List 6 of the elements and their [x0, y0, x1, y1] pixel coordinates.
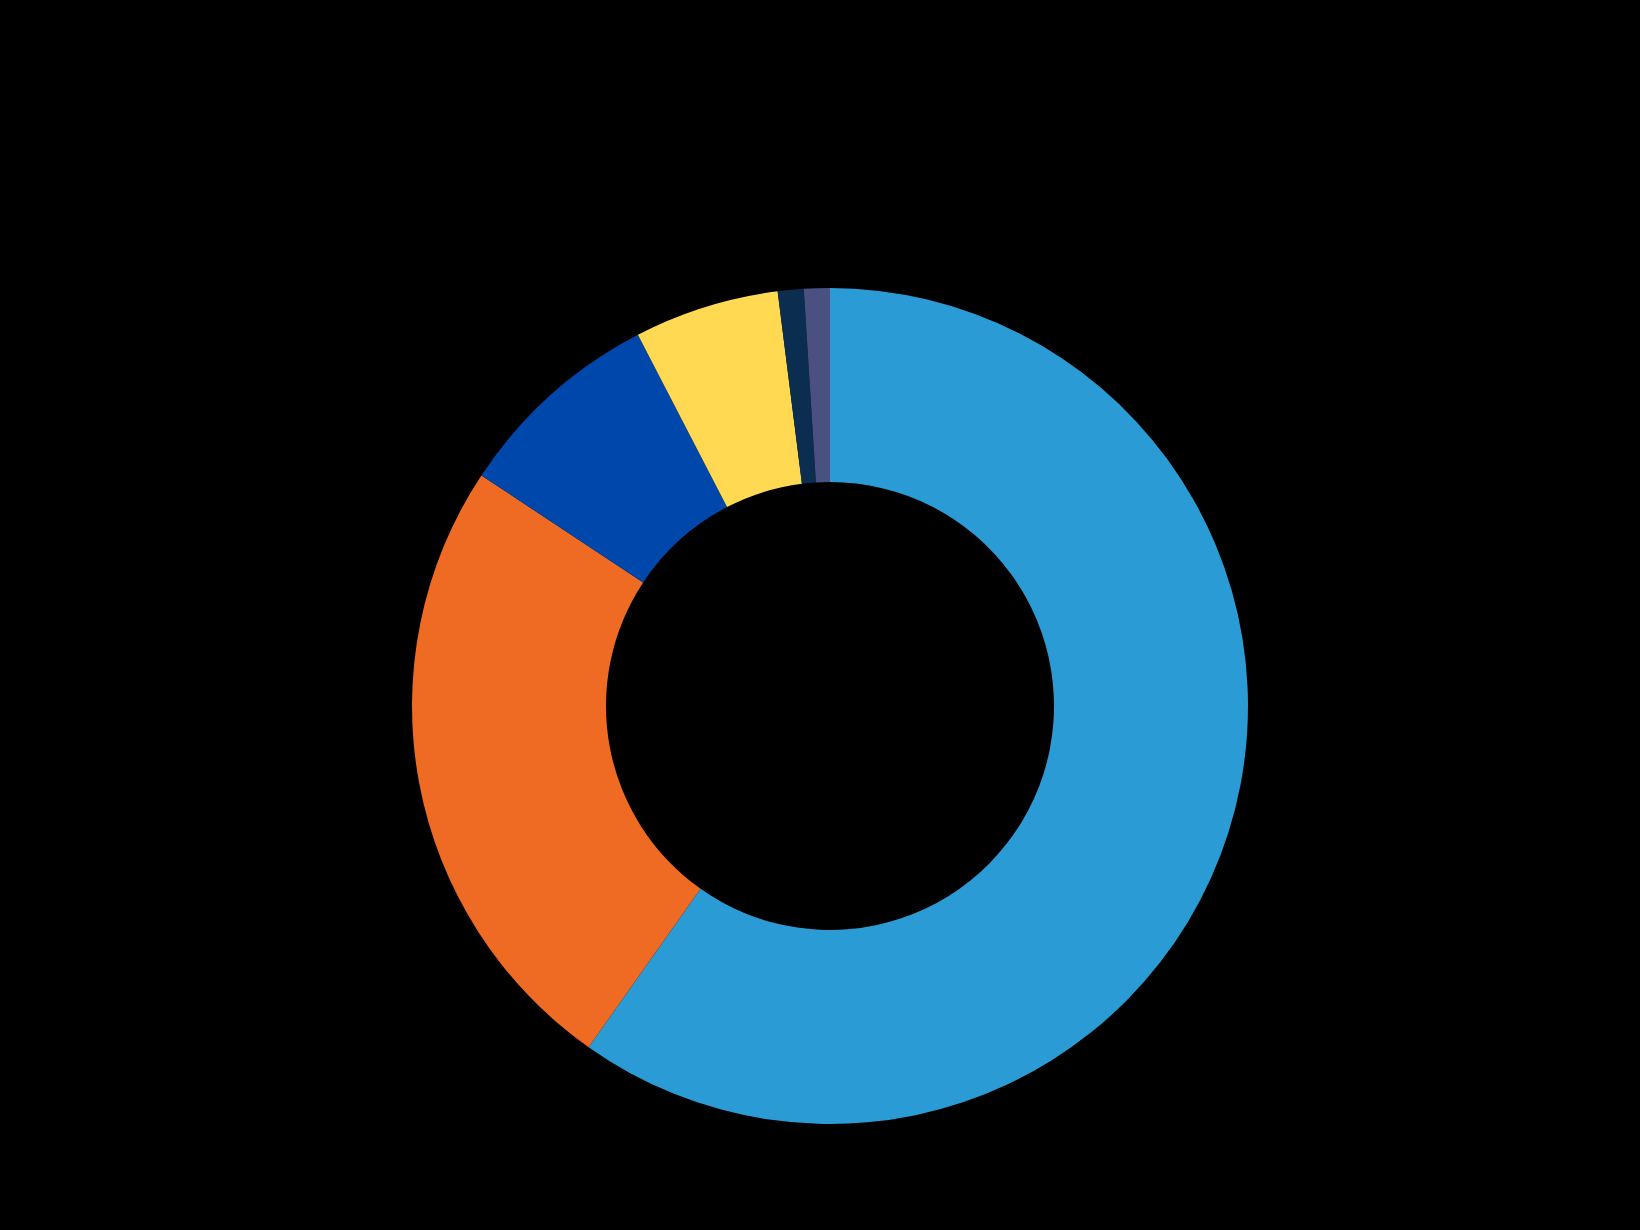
donut-slice — [803, 288, 830, 483]
donut-slice — [637, 291, 802, 508]
donut-slice — [412, 475, 701, 1048]
donut-slice — [777, 288, 816, 484]
donut-slice — [588, 288, 1248, 1124]
donut-slice — [481, 334, 728, 583]
